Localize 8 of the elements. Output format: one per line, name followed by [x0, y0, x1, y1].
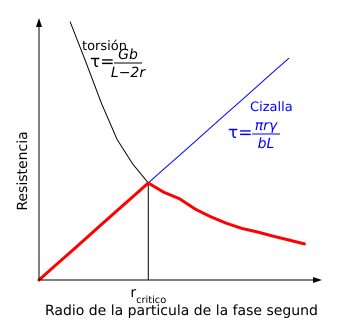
text: r$_{critico}$ [130, 285, 166, 306]
y-axis-title: Resistencia [15, 131, 31, 211]
x-axis-title: Radio de la particula de la fase segund [45, 303, 318, 319]
annotation: bL [258, 136, 274, 152]
series-label: Cizalla [250, 100, 293, 115]
annotation: τ= [228, 123, 252, 143]
annotation: L−2r [110, 65, 146, 81]
annotation: πrγ [254, 118, 278, 134]
